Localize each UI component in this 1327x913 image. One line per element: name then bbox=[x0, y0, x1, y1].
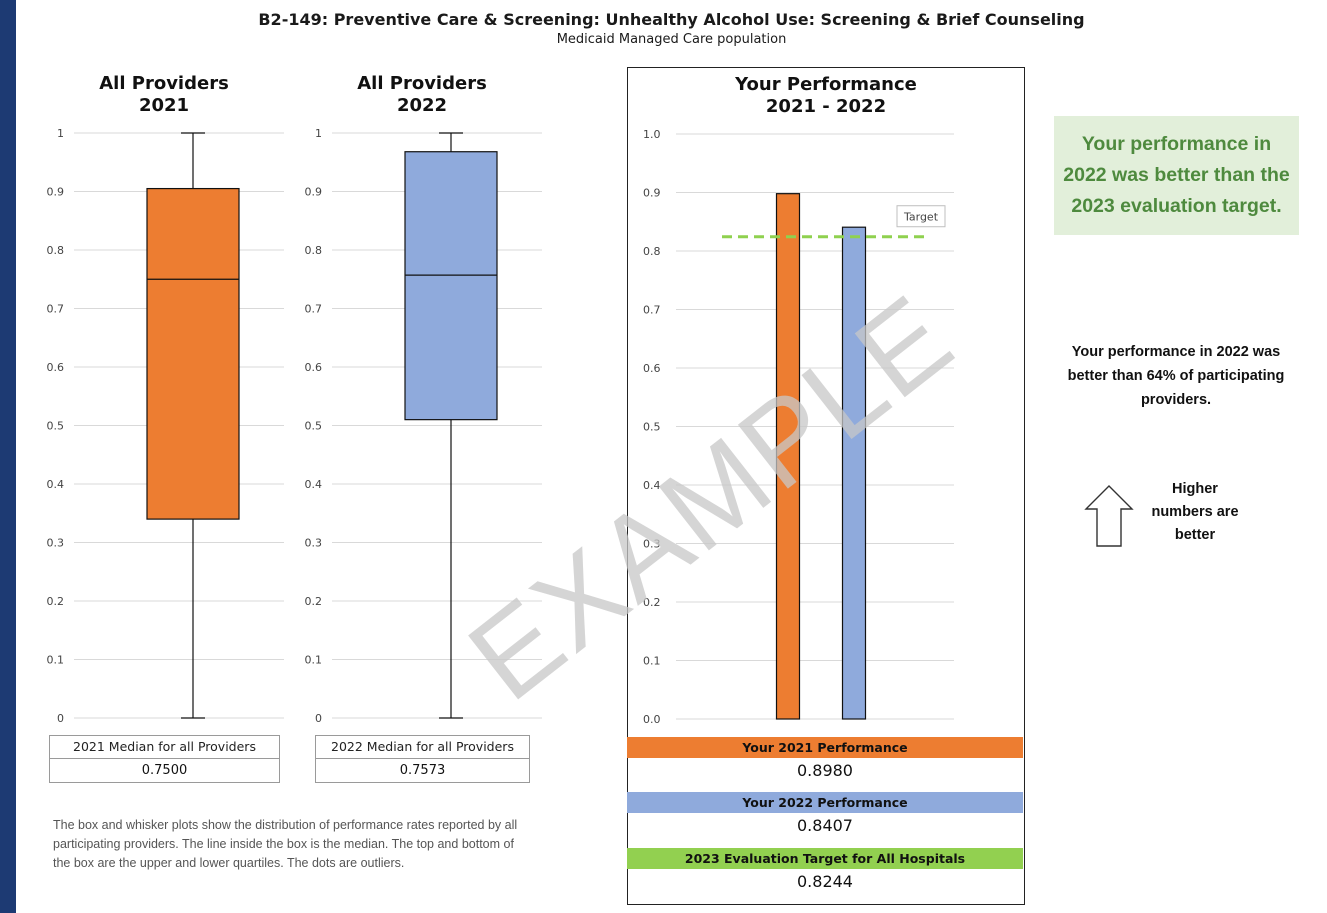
report-title: B2-149: Preventive Care & Screening: Unh… bbox=[258, 10, 1085, 29]
higher-numbers-text: Higher numbers are better bbox=[1151, 481, 1239, 543]
box-2022-tick-label: 0.1 bbox=[305, 654, 323, 667]
median-value-2021: 0.7500 bbox=[141, 763, 188, 778]
verdict-box: Your performance in 2022 was better than… bbox=[1054, 116, 1299, 235]
box-2022-tick-label: 0.6 bbox=[305, 361, 323, 374]
box-2021-tick-label: 1 bbox=[57, 127, 64, 140]
box-2021-tick-label: 0.7 bbox=[47, 303, 65, 316]
performance-title: Your Performance 2021 - 2022 bbox=[628, 74, 1024, 118]
target-label-box bbox=[896, 205, 946, 228]
box-2021-title-line1: All Providers bbox=[99, 73, 229, 94]
box-2021-tick-label: 0.1 bbox=[47, 654, 65, 667]
performance-title-line1: Your Performance bbox=[735, 74, 917, 95]
percentile-text: Your performance in 2022 was better than… bbox=[1067, 344, 1285, 408]
box-2021-tick-label: 0.4 bbox=[47, 478, 65, 491]
performance-tick-label: 0.6 bbox=[643, 362, 661, 375]
legend-2021-value: 0.8980 bbox=[797, 761, 853, 780]
median-box-2021: 2021 Median for all Providers 0.7500 bbox=[49, 735, 280, 783]
box-2021-tick-label: 0.3 bbox=[47, 537, 65, 550]
box-plot-explanation: The box and whisker plots show the distr… bbox=[53, 818, 518, 870]
legend-target-value: 0.8244 bbox=[797, 872, 853, 891]
report-sheet: B2-149: Preventive Care & Screening: Unh… bbox=[16, 0, 1327, 913]
legend-2022-label: Your 2022 Performance bbox=[627, 792, 1023, 813]
performance-tick-label: 0.7 bbox=[643, 304, 661, 317]
box-plot-2022: 0 0.1 0.2 0.3 0.4 0.5 0.6 0.7 0.8 0.9 1 bbox=[305, 127, 542, 725]
box-2021-title-line2: 2021 bbox=[138, 95, 190, 116]
performance-legend: Your 2021 Performance 0.8980 Your 2022 P… bbox=[627, 737, 1023, 894]
box-2022-tick-label: 0 bbox=[315, 712, 322, 725]
box-2022-title-line2: 2022 bbox=[396, 95, 448, 116]
performance-tick-label: 0.2 bbox=[643, 596, 661, 609]
performance-tick-label: 0.0 bbox=[643, 713, 661, 726]
performance-tick-label: 0.3 bbox=[643, 538, 661, 551]
box-2021-title: All Providers 2021 bbox=[99, 73, 229, 117]
box-2022-title-line1: All Providers bbox=[357, 73, 487, 94]
performance-title-line2: 2021 - 2022 bbox=[765, 96, 887, 117]
performance-tick-label: 0.4 bbox=[643, 479, 661, 492]
report-subtitle: Medicaid Managed Care population bbox=[556, 32, 787, 47]
box-2021-tick-label: 0.9 bbox=[47, 186, 65, 199]
performance-tick-label: 0.5 bbox=[643, 421, 661, 434]
box-2022-tick-label: 1 bbox=[315, 127, 322, 140]
performance-bar-2021 bbox=[775, 193, 801, 720]
box-2022-tick-label: 0.8 bbox=[305, 244, 323, 257]
box-2022-box bbox=[404, 151, 498, 421]
performance-bar-2022 bbox=[841, 226, 867, 720]
median-box-2022: 2022 Median for all Providers 0.7573 bbox=[315, 735, 530, 783]
up-arrow-outline-icon bbox=[1084, 485, 1134, 547]
box-2021-tick-label: 0.5 bbox=[47, 420, 65, 433]
box-2021-tick-label: 0.8 bbox=[47, 244, 65, 257]
median-value-2022: 0.7573 bbox=[399, 763, 446, 778]
box-2022-tick-label: 0.9 bbox=[305, 186, 323, 199]
median-label-2021: 2021 Median for all Providers bbox=[50, 736, 279, 759]
box-2022-tick-label: 0.3 bbox=[305, 537, 323, 550]
box-2022-tick-label: 0.4 bbox=[305, 478, 323, 491]
performance-tick-label: 0.9 bbox=[643, 187, 661, 200]
box-plot-2021: 0 0.1 0.2 0.3 0.4 0.5 0.6 0.7 0.8 0.9 1 bbox=[47, 127, 284, 725]
performance-bar-chart: 0.0 0.1 0.2 0.3 0.4 0.5 0.6 0.7 0.8 0.9 1.0 Target bbox=[643, 128, 954, 726]
box-2022-tick-label: 0.5 bbox=[305, 420, 323, 433]
legend-target-label: 2023 Evaluation Target for All Hospitals bbox=[627, 848, 1023, 869]
box-2021-box bbox=[146, 187, 240, 520]
box-2022-title: All Providers 2022 bbox=[357, 73, 487, 117]
box-2022-tick-label: 0.7 bbox=[305, 303, 323, 316]
performance-panel: Your Performance 2021 - 2022 0.0 0.1 0.2 0.… bbox=[627, 67, 1025, 905]
box-2022-tick-label: 0.2 bbox=[305, 595, 323, 608]
box-2021-tick-label: 0 bbox=[57, 712, 64, 725]
performance-tick-label: 0.8 bbox=[643, 245, 661, 258]
median-label-2022: 2022 Median for all Providers bbox=[316, 736, 529, 759]
box-2021-tick-label: 0.6 bbox=[47, 361, 65, 374]
performance-tick-label: 0.1 bbox=[643, 655, 661, 668]
performance-tick-label: 1.0 bbox=[643, 128, 661, 141]
target-label: Target bbox=[903, 211, 939, 224]
legend-2022-value: 0.8407 bbox=[797, 816, 853, 835]
legend-2021-label: Your 2021 Performance bbox=[627, 737, 1023, 758]
box-2021-tick-label: 0.2 bbox=[47, 595, 65, 608]
